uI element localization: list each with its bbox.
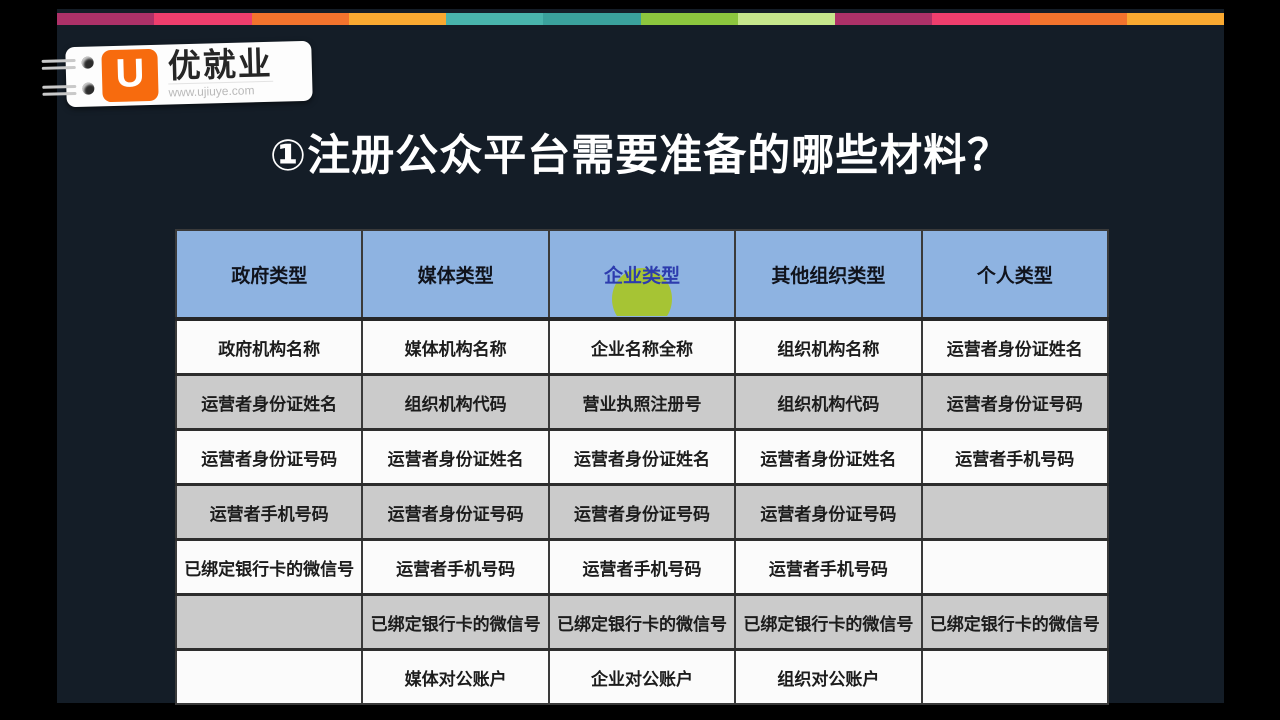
table-cell: 运营者身份证号码 bbox=[734, 483, 923, 541]
u-logo-letter: U bbox=[114, 51, 145, 96]
table-row: 媒体对公账户 企业对公账户 组织对公账户 bbox=[174, 648, 1110, 705]
table-cell: 运营者身份证号码 bbox=[547, 483, 737, 541]
table-row: 已绑定银行卡的微信号 已绑定银行卡的微信号 已绑定银行卡的微信号 已绑定银行卡的… bbox=[174, 593, 1110, 651]
table-cell: 运营者身份证号码 bbox=[361, 483, 550, 541]
table-cell: 媒体对公账户 bbox=[361, 648, 550, 705]
bar-segment bbox=[737, 13, 835, 25]
table-cell: 运营者身份证号码 bbox=[174, 428, 364, 486]
column-header-enterprise: 企业类型 bbox=[547, 229, 737, 321]
bar-segment bbox=[640, 13, 738, 25]
table-cell: 企业对公账户 bbox=[547, 648, 737, 705]
table-cell: 运营者手机号码 bbox=[734, 538, 923, 596]
column-header-personal: 个人类型 bbox=[920, 229, 1110, 321]
bar-segment bbox=[1126, 13, 1224, 25]
column-header-media: 媒体类型 bbox=[361, 229, 550, 321]
table-cell: 运营者身份证姓名 bbox=[174, 373, 364, 431]
column-header-enterprise-label: 企业类型 bbox=[603, 265, 680, 287]
table-row: 运营者身份证号码 运营者身份证姓名 运营者身份证姓名 运营者身份证姓名 运营者手… bbox=[174, 428, 1110, 486]
table-cell: 政府机构名称 bbox=[174, 317, 364, 376]
enterprise-header-wrap: 企业类型 bbox=[551, 232, 733, 315]
bar-segment bbox=[154, 13, 252, 25]
binder-line-icon bbox=[42, 84, 77, 89]
binder-line-icon bbox=[42, 91, 77, 96]
table-cell: 媒体机构名称 bbox=[361, 317, 550, 376]
table-cell: 运营者手机号码 bbox=[547, 538, 737, 596]
binder-ring-icon bbox=[82, 82, 95, 95]
table-cell: 运营者身份证姓名 bbox=[920, 317, 1110, 376]
column-header-other-org: 其他组织类型 bbox=[734, 229, 923, 321]
header-row: 政府类型 媒体类型 企业类型 其他组织类型 个人类型 bbox=[174, 229, 1110, 321]
bar-segment bbox=[57, 13, 155, 25]
table-cell: 组织机构代码 bbox=[734, 373, 923, 431]
highlight-circle bbox=[611, 268, 672, 315]
table-cell: 已绑定银行卡的微信号 bbox=[734, 593, 923, 651]
binder-line-icon bbox=[41, 58, 76, 63]
materials-table-wrap: 政府类型 媒体类型 企业类型 其他组织类型 个人类型 政府机构名称 媒体机构名称 bbox=[174, 229, 1110, 705]
table-cell: 运营者手机号码 bbox=[361, 538, 550, 596]
table-cell bbox=[174, 593, 364, 651]
table-cell: 已绑定银行卡的微信号 bbox=[920, 593, 1110, 651]
top-color-bar bbox=[57, 13, 1224, 25]
slide-frame: ①注册公众平台需要准备的哪些材料？ 政府类型 媒体类型 企业类型 其他组织类型 … bbox=[57, 9, 1224, 705]
bar-segment bbox=[1029, 13, 1127, 25]
table-row: 已绑定银行卡的微信号 运营者手机号码 运营者手机号码 运营者手机号码 bbox=[174, 538, 1110, 596]
table-cell: 组织机构名称 bbox=[734, 317, 923, 376]
u-logo-icon: U bbox=[101, 48, 159, 103]
table-cell bbox=[920, 648, 1110, 705]
bar-segment bbox=[251, 13, 349, 25]
table-cell: 运营者身份证号码 bbox=[920, 373, 1110, 431]
materials-table: 政府类型 媒体类型 企业类型 其他组织类型 个人类型 政府机构名称 媒体机构名称 bbox=[174, 229, 1110, 705]
logo-text: 优就业 www.ujiuye.com bbox=[167, 44, 274, 100]
table-cell: 组织机构代码 bbox=[361, 373, 550, 431]
brand-name: 优就业 bbox=[167, 44, 274, 85]
table-cell: 已绑定银行卡的微信号 bbox=[361, 593, 550, 651]
table-cell: 运营者身份证姓名 bbox=[734, 428, 923, 486]
bar-segment bbox=[835, 13, 933, 25]
table-row: 政府机构名称 媒体机构名称 企业名称全称 组织机构名称 运营者身份证姓名 bbox=[174, 317, 1110, 376]
table-cell bbox=[920, 538, 1110, 596]
table-cell: 已绑定银行卡的微信号 bbox=[174, 538, 364, 596]
bar-segment bbox=[348, 13, 446, 25]
binder-line-icon bbox=[41, 65, 76, 70]
bar-segment bbox=[446, 13, 544, 25]
table-cell bbox=[920, 483, 1110, 541]
bar-segment bbox=[543, 13, 641, 25]
table-cell: 运营者手机号码 bbox=[920, 428, 1110, 486]
table-cell: 运营者身份证姓名 bbox=[547, 428, 737, 486]
table-row: 运营者身份证姓名 组织机构代码 营业执照注册号 组织机构代码 运营者身份证号码 bbox=[174, 373, 1110, 431]
table-cell: 营业执照注册号 bbox=[547, 373, 737, 431]
column-header-government: 政府类型 bbox=[174, 229, 364, 321]
table-row: 运营者手机号码 运营者身份证号码 运营者身份证号码 运营者身份证号码 bbox=[174, 483, 1110, 541]
ujiuye-logo: U 优就业 www.ujiuye.com bbox=[41, 40, 313, 108]
table-cell bbox=[174, 648, 364, 705]
page-title: ①注册公众平台需要准备的哪些材料？ bbox=[269, 132, 1012, 180]
binder-ring-icon bbox=[81, 56, 94, 69]
table-cell: 组织对公账户 bbox=[734, 648, 923, 705]
bar-segment bbox=[932, 13, 1030, 25]
brand-website: www.ujiuye.com bbox=[168, 80, 274, 100]
table-cell: 运营者手机号码 bbox=[174, 483, 364, 541]
table-cell: 已绑定银行卡的微信号 bbox=[547, 593, 737, 651]
table-cell: 运营者身份证姓名 bbox=[361, 428, 550, 486]
table-cell: 企业名称全称 bbox=[547, 317, 737, 376]
